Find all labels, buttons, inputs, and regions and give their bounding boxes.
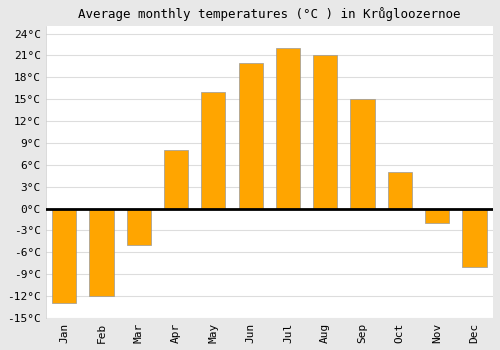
Bar: [90, 209, 114, 296]
Bar: [201, 92, 226, 209]
Title: Average monthly temperatures (°C ) in Krůgloozernoe: Average monthly temperatures (°C ) in Kr…: [78, 7, 460, 21]
Bar: [425, 209, 449, 223]
Bar: [462, 209, 486, 267]
Bar: [164, 150, 188, 209]
Bar: [52, 209, 76, 303]
Bar: [126, 209, 151, 245]
Bar: [313, 55, 338, 209]
Bar: [276, 48, 300, 209]
Bar: [238, 63, 263, 209]
Bar: [388, 172, 412, 209]
Bar: [350, 99, 374, 209]
